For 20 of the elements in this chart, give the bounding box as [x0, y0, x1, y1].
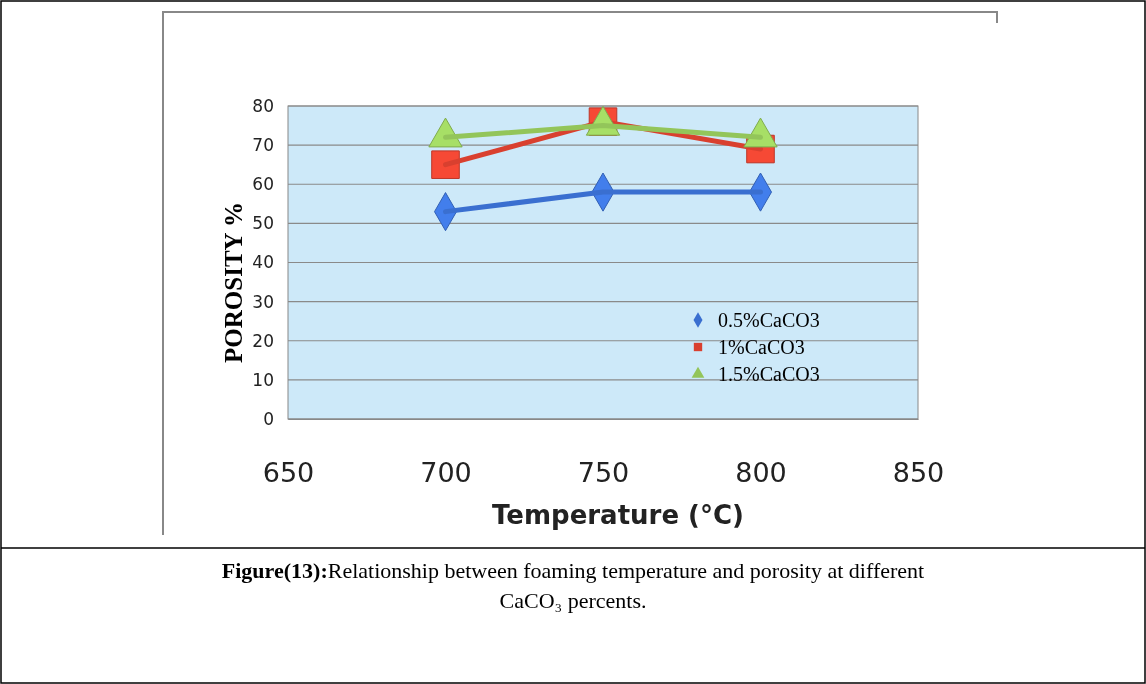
legend-label: 1.5%CaCO3 [718, 363, 820, 385]
y-axis-title: POROSITY % [220, 202, 247, 363]
y-tick-label: 0 [263, 408, 274, 429]
x-tick-label: 850 [892, 457, 945, 489]
y-tick-label: 40 [252, 252, 274, 273]
y-tick-label: 30 [252, 291, 274, 312]
x-axis-title: Temperature (°C) [492, 500, 744, 530]
x-tick-label: 650 [262, 457, 315, 489]
x-tick-label: 800 [735, 457, 787, 489]
y-tick-label: 70 [252, 135, 274, 156]
legend-label: 0.5%CaCO3 [718, 309, 820, 331]
y-tick-label: 50 [252, 213, 274, 234]
y-tick-label: 10 [252, 369, 274, 390]
y-tick-label: 80 [252, 95, 274, 116]
text: Figure(13):Relationship between foaming temperature and porosity at different CaCO₃ percents. [221, 558, 925, 613]
legend-label: 1%CaCO3 [718, 336, 805, 358]
y-tick-label: 20 [252, 330, 274, 351]
x-tick-label: 700 [420, 457, 472, 489]
x-tick-label: 750 [577, 457, 630, 489]
y-tick-label: 60 [252, 174, 274, 195]
